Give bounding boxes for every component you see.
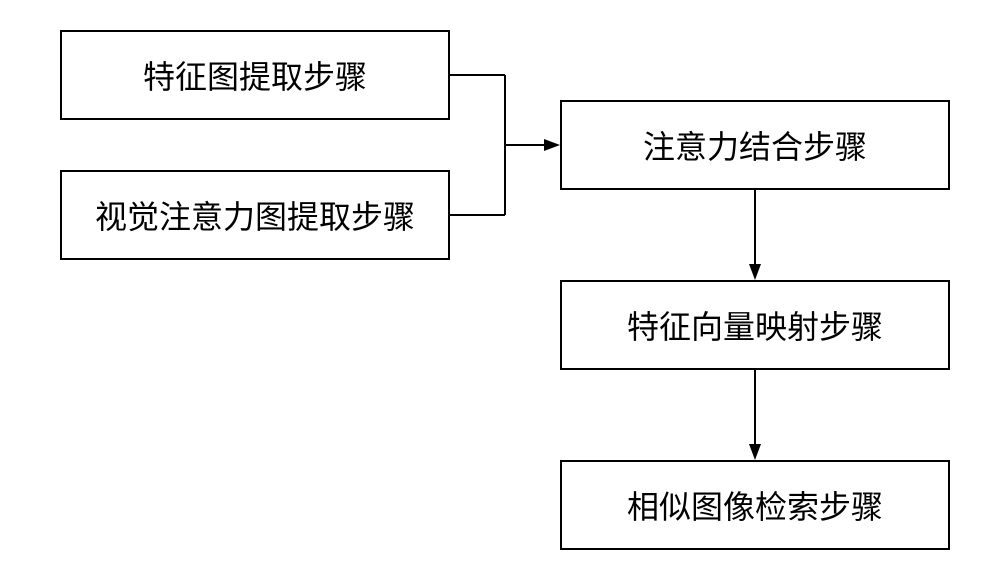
node-similar-image-search: 相似图像检索步骤 — [560, 460, 950, 550]
node-feature-vector-map: 特征向量映射步骤 — [560, 280, 950, 370]
node-attention-combine-label: 注意力结合步骤 — [643, 122, 867, 168]
node-feature-vector-map-label: 特征向量映射步骤 — [627, 302, 883, 348]
node-attention-combine: 注意力结合步骤 — [560, 100, 950, 190]
node-feature-extract: 特征图提取步骤 — [60, 30, 450, 120]
flowchart-canvas: 特征图提取步骤 视觉注意力图提取步骤 注意力结合步骤 特征向量映射步骤 相似图像… — [0, 0, 1000, 587]
node-similar-image-search-label: 相似图像检索步骤 — [627, 482, 883, 528]
node-visual-attention-label: 视觉注意力图提取步骤 — [95, 192, 415, 238]
node-visual-attention: 视觉注意力图提取步骤 — [60, 170, 450, 260]
node-feature-extract-label: 特征图提取步骤 — [143, 52, 367, 98]
